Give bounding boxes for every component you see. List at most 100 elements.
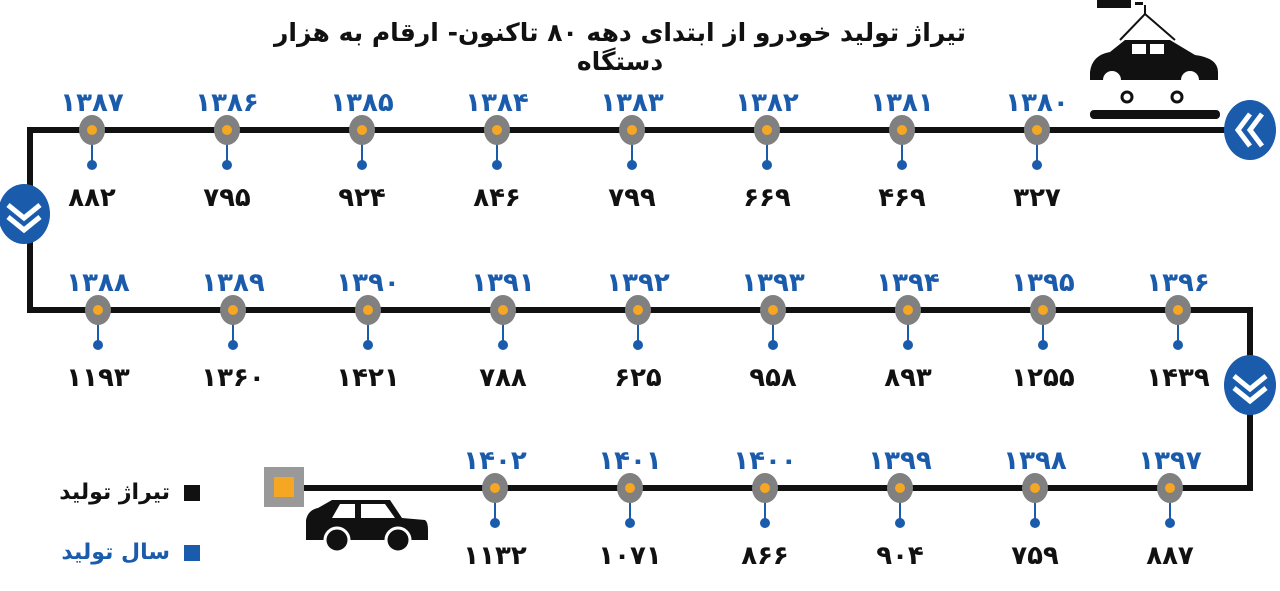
chevron-left-icon xyxy=(1224,100,1276,160)
chart-title: تیراژ تولید خودرو از ابتدای دهه ۸۰ تاکنو… xyxy=(274,18,966,76)
timeline-node xyxy=(887,473,913,528)
stem-dot xyxy=(222,160,232,170)
value-label: ۱۳۶۰ xyxy=(201,363,265,393)
legend-item-year: سال تولید xyxy=(30,540,200,565)
timeline-node xyxy=(619,115,645,170)
year-label: ۱۳۹۵ xyxy=(1011,268,1075,298)
value-label: ۷۵۹ xyxy=(1011,541,1059,571)
year-label: ۱۳۸۸ xyxy=(66,268,130,298)
node-center xyxy=(768,305,778,315)
year-label: ۱۴۰۰ xyxy=(733,446,797,476)
node-center xyxy=(760,483,770,493)
stem-dot xyxy=(762,160,772,170)
node-center xyxy=(363,305,373,315)
year-label: ۱۳۹۹ xyxy=(868,446,932,476)
value-label: ۱۱۳۲ xyxy=(463,541,527,571)
timeline-node xyxy=(889,115,915,170)
timeline-node xyxy=(79,115,105,170)
value-label: ۹۰۴ xyxy=(876,541,924,571)
node-center xyxy=(897,125,907,135)
stem-dot xyxy=(490,518,500,528)
stem-dot xyxy=(1173,340,1183,350)
legend-label: سال تولید xyxy=(61,540,170,565)
year-label: ۱۳۹۸ xyxy=(1003,446,1067,476)
stem-dot xyxy=(625,518,635,528)
value-label: ۹۵۸ xyxy=(749,363,797,393)
node-center xyxy=(1032,125,1042,135)
node-center xyxy=(1173,305,1183,315)
year-label: ۱۳۹۶ xyxy=(1146,268,1210,298)
value-label: ۶۶۹ xyxy=(743,183,791,213)
timeline-node xyxy=(1157,473,1183,528)
value-label: ۳۲۷ xyxy=(1013,183,1061,213)
timeline-node xyxy=(482,473,508,528)
legend-swatch-black xyxy=(184,484,200,501)
stem-dot xyxy=(228,340,238,350)
stem-dot xyxy=(498,340,508,350)
timeline-node xyxy=(1024,115,1050,170)
stem-dot xyxy=(93,340,103,350)
stem-dot xyxy=(627,160,637,170)
year-label: ۱۳۹۴ xyxy=(876,268,940,298)
year-label: ۱۳۸۷ xyxy=(60,88,124,118)
node-center xyxy=(625,483,635,493)
node-center xyxy=(490,483,500,493)
year-label: ۱۳۸۹ xyxy=(201,268,265,298)
year-label: ۱۳۸۳ xyxy=(600,88,664,118)
car-assembly-icon xyxy=(1090,0,1220,119)
stem-dot xyxy=(897,160,907,170)
year-label: ۱۳۸۶ xyxy=(195,88,259,118)
stem-dot xyxy=(492,160,502,170)
timeline-node xyxy=(484,115,510,170)
value-label: ۱۴۳۹ xyxy=(1146,363,1210,393)
node-center xyxy=(762,125,772,135)
end-marker-icon xyxy=(264,467,304,507)
value-label: ۸۴۶ xyxy=(473,183,521,213)
timeline-node xyxy=(355,295,381,350)
value-label: ۸۸۷ xyxy=(1146,541,1194,571)
node-center xyxy=(627,125,637,135)
stem-dot xyxy=(760,518,770,528)
value-label: ۷۸۸ xyxy=(479,363,527,393)
stem-dot xyxy=(363,340,373,350)
node-center xyxy=(222,125,232,135)
value-label: ۸۶۶ xyxy=(741,541,789,571)
node-center xyxy=(357,125,367,135)
node-center xyxy=(492,125,502,135)
node-center xyxy=(633,305,643,315)
stem-dot xyxy=(87,160,97,170)
year-label: ۱۳۸۰ xyxy=(1005,88,1069,118)
timeline-node xyxy=(1030,295,1056,350)
timeline-node xyxy=(1165,295,1191,350)
timeline-node xyxy=(220,295,246,350)
chevron-down-icon xyxy=(1224,355,1276,415)
year-label: ۱۳۹۷ xyxy=(1138,446,1202,476)
node-center xyxy=(1165,483,1175,493)
timeline-node xyxy=(1022,473,1048,528)
value-label: ۸۸۲ xyxy=(68,183,116,213)
value-label: ۷۹۵ xyxy=(203,183,251,213)
node-center xyxy=(895,483,905,493)
timeline-node xyxy=(617,473,643,528)
year-label: ۱۳۹۳ xyxy=(741,268,805,298)
stem-dot xyxy=(633,340,643,350)
node-center xyxy=(1030,483,1040,493)
value-label: ۱۰۷۱ xyxy=(598,541,662,571)
stem-dot xyxy=(1165,518,1175,528)
year-label: ۱۳۸۵ xyxy=(330,88,394,118)
year-label: ۱۴۰۲ xyxy=(463,446,527,476)
timeline-node xyxy=(625,295,651,350)
timeline-node xyxy=(85,295,111,350)
node-center xyxy=(1038,305,1048,315)
stem-dot xyxy=(1032,160,1042,170)
node-center xyxy=(228,305,238,315)
year-label: ۱۳۸۱ xyxy=(870,88,934,118)
value-label: ۱۲۵۵ xyxy=(1011,363,1075,393)
stem-dot xyxy=(903,340,913,350)
year-label: ۱۳۸۲ xyxy=(735,88,799,118)
chevron-down-icon xyxy=(0,184,50,244)
timeline-node xyxy=(349,115,375,170)
year-label: ۱۳۹۲ xyxy=(606,268,670,298)
